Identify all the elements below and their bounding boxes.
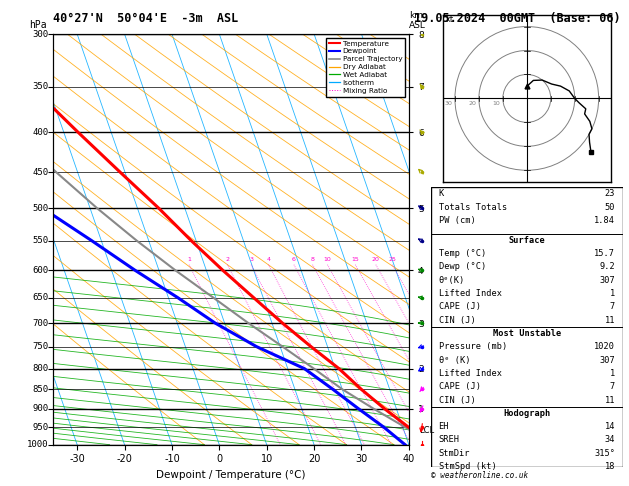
Text: 300: 300 [32,30,48,38]
Text: 1: 1 [610,369,615,378]
Text: 1: 1 [610,289,615,298]
Text: hPa: hPa [29,20,47,30]
Text: 307: 307 [599,356,615,364]
Text: 10: 10 [324,257,331,262]
Text: 9.2: 9.2 [599,262,615,272]
Text: 34: 34 [604,435,615,444]
Text: 11: 11 [604,396,615,404]
Text: StmSpd (kt): StmSpd (kt) [438,462,496,471]
Text: θᵉ(K): θᵉ(K) [438,276,465,285]
Text: Dewp (°C): Dewp (°C) [438,262,486,272]
Text: 19.05.2024  00GMT  (Base: 06): 19.05.2024 00GMT (Base: 06) [414,12,620,25]
Text: 600: 600 [32,266,48,275]
Text: 1: 1 [187,257,191,262]
Text: CAPE (J): CAPE (J) [438,302,481,312]
Text: 15: 15 [352,257,359,262]
Text: 10: 10 [493,101,501,106]
Text: 2: 2 [225,257,230,262]
Text: 20: 20 [469,101,477,106]
Text: 315°: 315° [594,449,615,458]
Text: Lifted Index: Lifted Index [438,289,501,298]
Text: 750: 750 [32,342,48,351]
Text: 23: 23 [604,189,615,198]
Text: 20: 20 [372,257,380,262]
Text: 550: 550 [32,236,48,245]
Text: K: K [438,189,444,198]
Text: km
ASL: km ASL [409,11,426,30]
X-axis label: Dewpoint / Temperature (°C): Dewpoint / Temperature (°C) [157,470,306,480]
Text: 900: 900 [32,404,48,413]
Text: 350: 350 [32,82,48,91]
Text: θᵉ (K): θᵉ (K) [438,356,470,364]
Text: 307: 307 [599,276,615,285]
Text: 40°27'N  50°04'E  -3m  ASL: 40°27'N 50°04'E -3m ASL [53,12,239,25]
Text: PW (cm): PW (cm) [438,216,476,225]
Text: LCL: LCL [420,426,435,435]
Text: Hodograph: Hodograph [503,409,550,418]
Text: 11: 11 [604,316,615,325]
Text: Totals Totals: Totals Totals [438,203,507,211]
Text: 7: 7 [610,302,615,312]
Text: Pressure (mb): Pressure (mb) [438,342,507,351]
Text: 950: 950 [32,423,48,432]
Text: © weatheronline.co.uk: © weatheronline.co.uk [431,471,528,480]
Text: 14: 14 [604,422,615,431]
Text: 50: 50 [604,203,615,211]
Text: 400: 400 [32,128,48,137]
Text: EH: EH [438,422,449,431]
Text: 1000: 1000 [26,440,48,449]
Text: 700: 700 [32,318,48,328]
Text: 850: 850 [32,385,48,394]
Text: CIN (J): CIN (J) [438,396,476,404]
Text: 500: 500 [32,204,48,213]
Text: CIN (J): CIN (J) [438,316,476,325]
Text: Surface: Surface [508,236,545,245]
Text: CAPE (J): CAPE (J) [438,382,481,391]
Text: Most Unstable: Most Unstable [493,329,561,338]
Text: SREH: SREH [438,435,460,444]
Text: 450: 450 [32,168,48,177]
Text: 3: 3 [249,257,253,262]
Text: 650: 650 [32,293,48,302]
Text: 7: 7 [610,382,615,391]
Text: 4: 4 [267,257,270,262]
Text: 15.7: 15.7 [594,249,615,258]
Text: Lifted Index: Lifted Index [438,369,501,378]
Text: Temp (°C): Temp (°C) [438,249,486,258]
Text: 30: 30 [445,101,452,106]
Text: StmDir: StmDir [438,449,470,458]
Text: 800: 800 [32,364,48,373]
Text: 25: 25 [388,257,396,262]
Text: kt: kt [445,15,454,24]
Text: 1.84: 1.84 [594,216,615,225]
Text: 18: 18 [604,462,615,471]
Legend: Temperature, Dewpoint, Parcel Trajectory, Dry Adiabat, Wet Adiabat, Isotherm, Mi: Temperature, Dewpoint, Parcel Trajectory… [326,37,405,97]
Text: 1020: 1020 [594,342,615,351]
Text: 8: 8 [311,257,314,262]
Text: 6: 6 [292,257,296,262]
